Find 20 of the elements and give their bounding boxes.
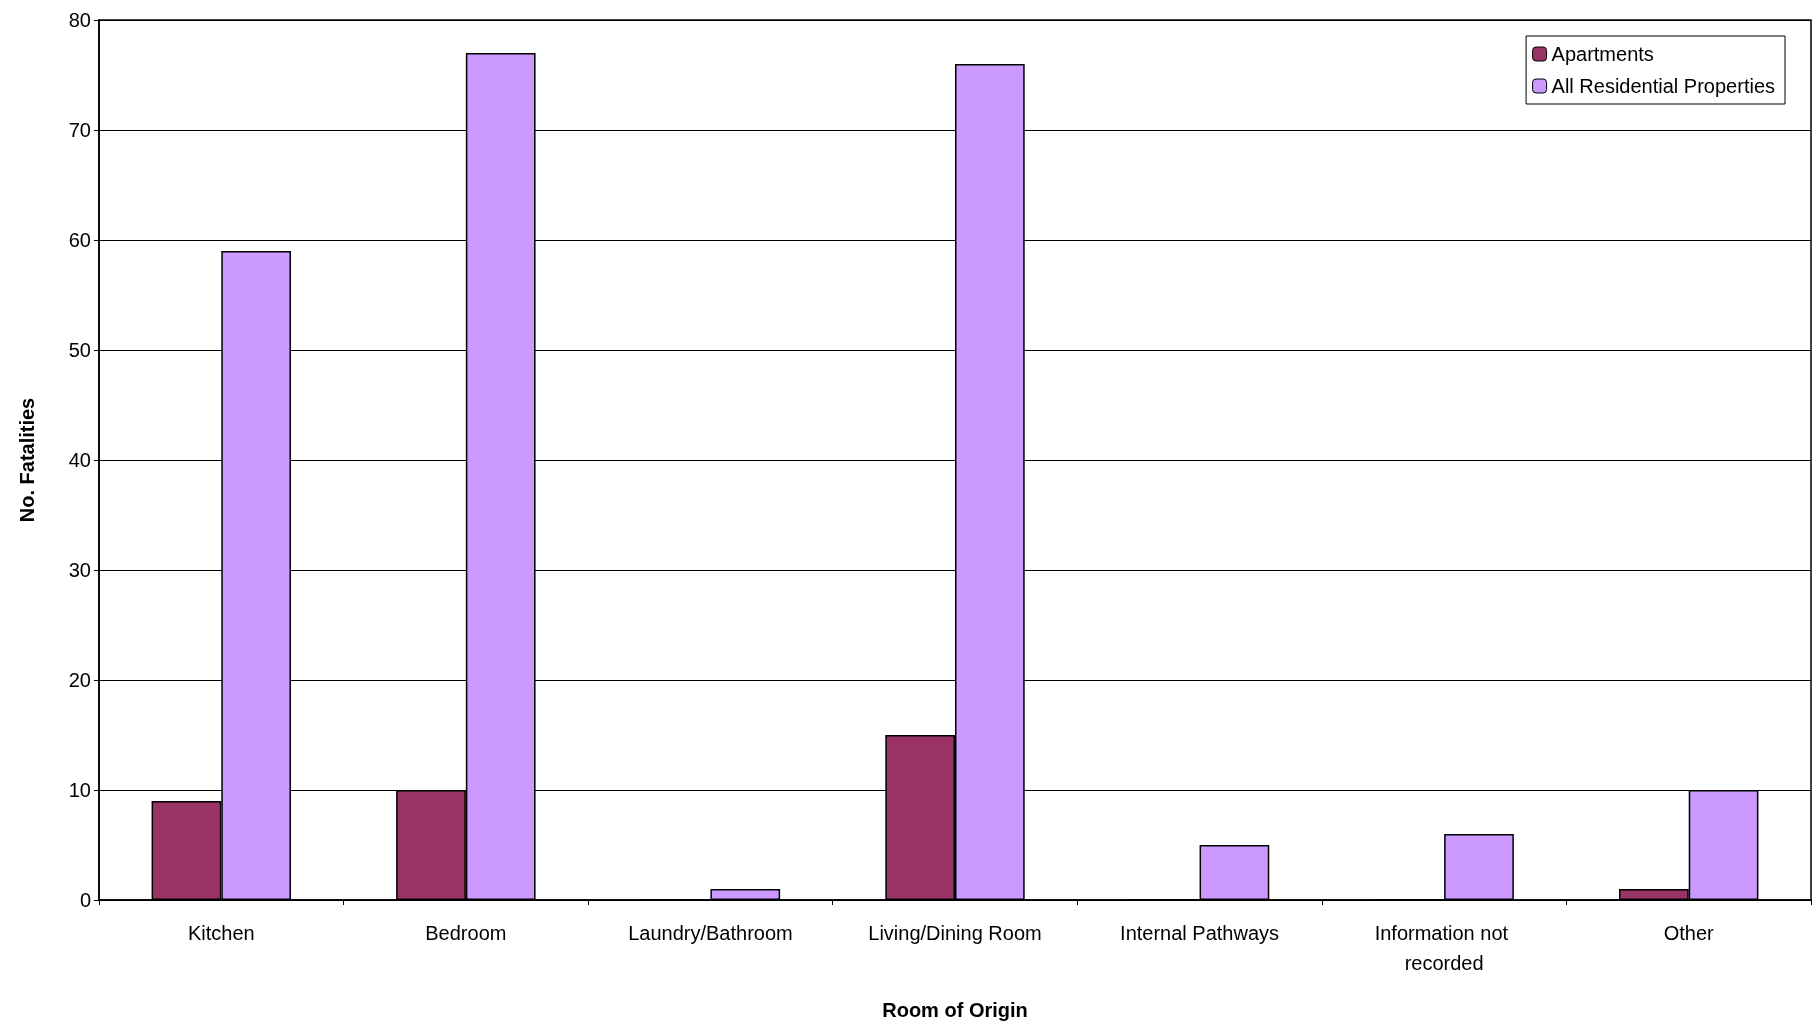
x-tick-label: Living/Dining Room [868,922,1042,944]
x-tick-label: Internal Pathways [1120,922,1280,944]
x-tick-label: Kitchen [187,922,255,944]
x-tick-label: Laundry/Bathroom [628,922,793,944]
y-tick-label: 20 [68,669,91,691]
x-tick-label: Other [1663,922,1715,944]
x-tick-label: Information not recorded [1374,922,1514,974]
legend-label: Apartments [1551,43,1654,65]
y-tick-label: 50 [68,339,91,361]
y-tick-label: 60 [68,229,91,251]
y-tick-label: 70 [68,119,91,141]
y-tick-label: 30 [68,559,91,581]
y-tick-label: 0 [79,889,91,911]
y-tick-label: 80 [68,9,91,31]
legend-label: All Residential Properties [1551,75,1775,97]
y-tick-label: 40 [68,449,91,471]
x-axis-title: Room of Origin [882,999,1028,1021]
x-tick-label: Bedroom [425,922,507,944]
y-axis-title: No. Fatalities [16,397,38,523]
y-tick-label: 10 [68,779,91,801]
